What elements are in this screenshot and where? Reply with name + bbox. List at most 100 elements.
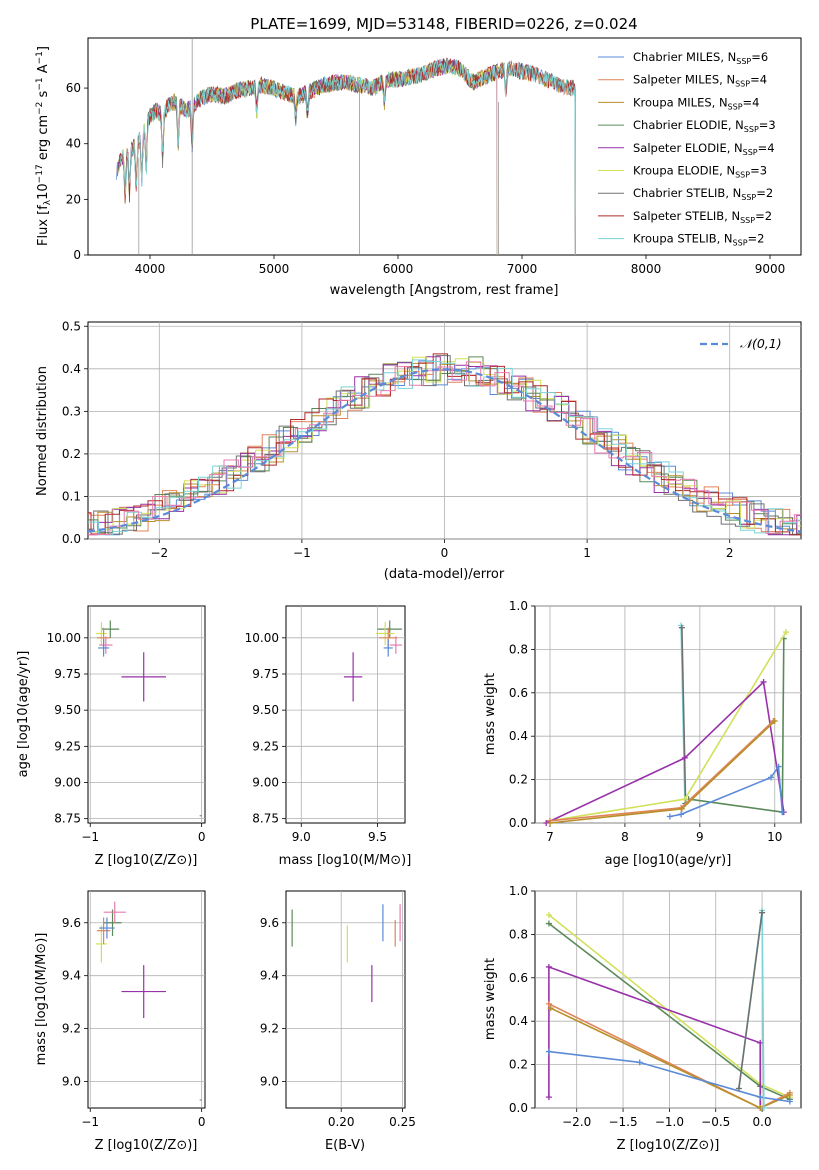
age-vs-mass-ytick-label: 9.00 [252,775,279,789]
weights-vs-age-xlabel: age [log10(age/yr)] [605,853,732,868]
age-vs-mass-xtick-label: 9.0 [292,830,311,844]
weight-series-line [548,1050,791,1103]
weight-point-marker [760,678,767,685]
weight-point-marker [735,1085,742,1092]
weight-point-marker [681,754,688,761]
weights-vs-age-ytick-label: 0.8 [509,642,528,656]
age-vs-mass-axes [285,605,406,824]
weight-point-marker [757,1094,764,1101]
mass-vs-EBV-ytick-label: 9.2 [260,1022,279,1036]
weight-point-marker [760,1105,767,1111]
age-vs-Z-ytick-label: 9.50 [54,703,81,717]
mass-vs-Z-xtick-label: 0 [198,1115,206,1129]
weight-point-marker [771,718,778,725]
spectrum-xtick-label: 7000 [507,262,538,276]
age-vs-Z-ytick-label: 10.00 [47,631,81,645]
weights-vs-Z-xtick-label: 0.0 [753,1115,772,1129]
normal-reference-curve [88,368,801,533]
mass-vs-Z-ytick-label: 9.6 [62,916,81,930]
residuals-ytick-label: 0.4 [62,362,81,376]
weight-series-line [545,680,785,824]
mass-vs-Z-ytick-label: 9.2 [62,1022,81,1036]
spectrum-xtick-label: 4000 [135,262,166,276]
weights-vs-Z-ytick-label: 0.6 [509,971,528,985]
legend-entry: Kroupa ELODIE, NSSP=3 [633,164,767,180]
weights-vs-Z-ytick-label: 0.4 [509,1014,528,1028]
weight-point-marker [775,763,782,770]
reference-legend-label: 𝒩(0,1) [740,336,782,351]
weight-point-marker [757,1039,764,1046]
mass-vs-Z-axes [87,890,206,1109]
age-vs-mass-ytick-label: 10.00 [245,631,279,645]
errorbar-point [103,901,126,923]
weight-point-marker [786,1098,793,1105]
weights-vs-age-ytick-label: 0.6 [509,686,528,700]
spectrum-axes [87,37,802,256]
weight-point-marker [786,1091,793,1098]
errorbar-point [95,621,107,646]
errorbar-point [95,925,107,963]
mass-vs-EBV-xlabel: E(B-V) [325,1138,365,1153]
weights-vs-age-ytick-label: 0.4 [509,729,528,743]
weights-vs-Z-ytick-label: 0.2 [509,1058,528,1072]
age-vs-mass-ytick-label: 8.75 [252,812,279,826]
legend-entry: Salpeter STELIB, NSSP=2 [633,209,772,225]
legend-entry: Chabrier ELODIE, NSSP=3 [633,118,776,134]
age-vs-mass-ytick-label: 9.25 [252,739,279,753]
spectrum-ytick-label: 60 [66,81,81,95]
weight-point-marker [545,963,552,970]
age-vs-Z-ytick-label: 8.75 [54,812,81,826]
weight-point-marker [666,813,673,820]
legend-entry: Salpeter MILES, NSSP=4 [633,73,767,89]
residuals-xlabel: (data-model)/error [384,567,505,582]
errorbar-point [377,620,402,638]
errorbar-point [121,652,166,702]
weight-series-line [549,631,787,822]
legend-entry: Salpeter ELODIE, NSSP=4 [633,141,775,157]
age-vs-Z-ytick-label: 9.75 [54,667,81,681]
weights-vs-age-ylabel: mass weight [483,673,498,755]
spectrum-series-line [119,57,576,255]
age-vs-mass-ytick-label: 9.75 [252,667,279,681]
age-vs-mass-ytick-label: 9.50 [252,703,279,717]
residuals-xtick-label: 1 [583,546,591,560]
residuals-xtick-label: 0 [441,546,449,560]
mass-vs-EBV-xtick-label: 0.25 [389,1115,416,1129]
mass-vs-Z-ytick-label: 9.0 [62,1075,81,1089]
weight-point-marker [681,796,688,803]
residuals-xtick-label: −1 [293,546,311,560]
residuals-xtick-label: −2 [150,546,168,560]
weight-series-line [548,965,762,1108]
weight-point-marker [546,820,553,826]
weights-vs-Z-xtick-label: −2.0 [562,1115,591,1129]
age-vs-mass-xlabel: mass [log10(M/M⊙)] [279,853,412,868]
residuals-ytick-label: 0.5 [62,319,81,333]
errorbar-point [101,620,120,638]
errorbar-point [99,917,115,939]
age-vs-Z-ytick-label: 9.25 [54,739,81,753]
errorbar-point [103,909,122,936]
spectrum-title: PLATE=1699, MJD=53148, FIBERID=0226, z=0… [250,15,637,33]
weights-vs-age-axes [534,605,802,824]
weight-series-line [738,912,763,1089]
errorbar-point [99,636,113,654]
mass-vs-EBV-xtick-label: 0.20 [328,1115,355,1129]
weights-vs-Z-xtick-label: −0.5 [701,1115,730,1129]
legend-entry: Kroupa STELIB, NSSP=2 [633,232,764,248]
weight-point-marker [678,805,685,812]
residuals-ytick-label: 0.2 [62,447,81,461]
weights-vs-Z-ytick-label: 0.8 [509,927,528,941]
weight-point-marker [545,1048,552,1055]
legend-entry: Chabrier MILES, NSSP=6 [633,50,768,66]
weight-point-marker [768,774,775,781]
residuals-plot [88,353,801,536]
age-vs-Z-ylabel: age [log10(age/yr)] [16,651,31,778]
weight-point-marker [545,920,552,927]
residual-histogram [88,361,801,536]
mass-vs-Z-ylabel: mass [log10(M/M⊙)] [34,933,49,1066]
mass-vs-Z-ytick-label: 9.4 [62,969,81,983]
weights-vs-age-ytick-label: 1.0 [509,599,528,613]
mass-vs-Z-xtick-label: −1 [81,1115,99,1129]
spectrum-xtick-label: 6000 [383,262,414,276]
errorbar-point [121,965,166,1019]
